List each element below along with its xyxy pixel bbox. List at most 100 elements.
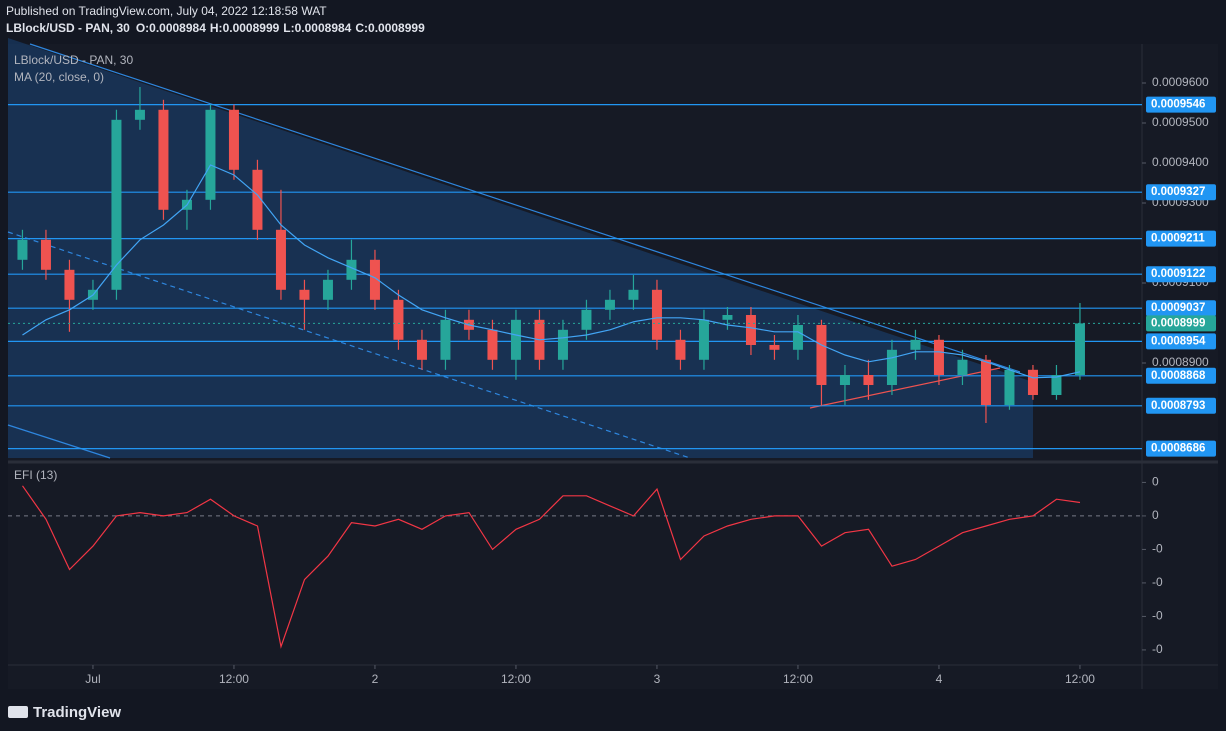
candle-body [440,319,451,360]
ohlc-value: 0.0008999 [368,21,425,35]
candle-body [252,169,263,230]
candle-body [275,229,286,290]
level-label-box [1146,96,1216,113]
candle-body [698,319,709,360]
ohlc-label: C: [355,21,368,35]
y-tick-label: 0.0008900 [1152,355,1209,369]
candle-body [792,325,803,350]
candle-body [722,315,733,320]
level-label: 0.0009122 [1151,268,1205,280]
y-tick-label: 0 [1152,508,1159,522]
candle-body [1051,375,1062,395]
support-line [809,367,1001,409]
level-label: 0.0008868 [1151,370,1206,382]
y-tick-label: -0 [1152,609,1163,623]
symbol: LBlock/USD - PAN, 30 [6,21,130,35]
candle-body [957,359,968,375]
trendline-lower [7,424,111,459]
candle-body [628,289,639,300]
y-tick-label: -0 [1152,575,1163,589]
candle-body [557,329,568,360]
series-line [22,485,1081,649]
level-label: 0.0009327 [1151,186,1205,198]
candle-body [416,339,427,360]
candle-body [369,259,380,300]
y-tick-label: 0.0009400 [1152,155,1209,169]
candle-body [1074,323,1085,375]
candle-body [745,315,756,345]
candle-body [111,119,122,290]
legend-entry: EFI (13) [14,468,57,482]
ohlc-label: O: [136,21,149,35]
candle-body [134,109,145,120]
y-tick-label: -0 [1152,642,1163,656]
candle-body [886,349,897,385]
legend-entry: MA (20, close, 0) [14,70,104,84]
level-label: 0.0009037 [1151,302,1205,314]
candle-body [604,299,615,310]
ohlc-value: 0.0008984 [149,21,206,35]
x-tick-label: Jul [85,672,100,686]
candle-body [769,345,780,350]
candle-body [299,289,310,300]
series-line [22,164,1081,379]
candle-body [839,375,850,385]
y-tick-label: 0.0009500 [1152,115,1209,129]
level-label-box [1146,440,1216,457]
published-note: Published on TradingView.com, July 04, 2… [6,4,327,18]
candle-body [17,239,28,260]
last-price-box [1146,315,1216,332]
x-tick-label: 12:00 [783,672,813,686]
candle-body [510,319,521,360]
level-label: 0.0008793 [1151,400,1205,412]
trendline [29,43,1021,373]
level-label-box [1146,184,1216,201]
candle-body [228,109,239,170]
ohlc-label: H: [210,21,223,35]
level-label: 0.0009546 [1151,99,1205,111]
candle-body [1027,369,1038,395]
ohlc-value: 0.0008984 [295,21,352,35]
level-label-box [1146,230,1216,247]
level-label-box [1146,333,1216,350]
x-tick-label: 12:00 [219,672,249,686]
y-tick-label: 0 [1152,475,1159,489]
y-tick-label: -0 [1152,542,1163,556]
candle-body [651,289,662,340]
candle-body [933,339,944,375]
candle-body [581,309,592,330]
y-tick-label: 0.0009600 [1152,75,1209,89]
candle-body [487,329,498,360]
brand: TradingView [33,704,121,721]
x-tick-label: 4 [936,672,943,686]
ohlc-label: L: [283,21,294,35]
level-label-box [1146,266,1216,283]
ohlc-value: 0.0008999 [223,21,280,35]
candle-body [346,259,357,280]
level-label: 0.0009211 [1151,233,1205,245]
candle-body [910,339,921,350]
level-label-box [1146,300,1216,317]
level-label: 0.0008954 [1151,335,1206,347]
x-tick-label: 2 [372,672,379,686]
candle-body [158,109,169,210]
candle-body [40,239,51,270]
level-label: 0.0008686 [1151,443,1205,455]
candle-body [816,325,827,385]
candle-body [863,375,874,385]
x-tick-label: 12:00 [501,672,531,686]
candle-body [205,109,216,200]
candle-body [980,359,991,405]
x-tick-label: 3 [654,672,661,686]
candle-body [675,339,686,360]
brand-logo [8,706,28,718]
candle-body [393,299,404,340]
level-label-box [1146,397,1216,414]
trendline-dashed [7,231,691,459]
candle-body [1004,369,1015,405]
last-price-label: 0.0008999 [1151,317,1205,329]
channel-fill [8,38,1033,458]
candle-body [64,269,75,300]
x-tick-label: 12:00 [1065,672,1095,686]
